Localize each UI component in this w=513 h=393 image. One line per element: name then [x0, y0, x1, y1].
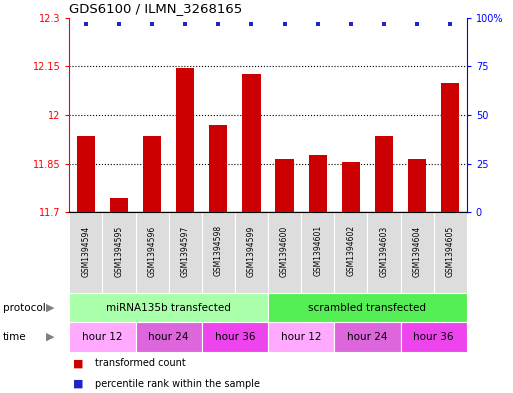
Text: ■: ■: [73, 358, 84, 368]
Text: ▶: ▶: [46, 303, 54, 312]
Text: ■: ■: [73, 379, 84, 389]
Text: hour 12: hour 12: [82, 332, 123, 342]
Bar: [110, 198, 128, 212]
Text: protocol: protocol: [3, 303, 45, 312]
Point: [380, 20, 388, 27]
Point: [214, 20, 223, 27]
Bar: [202, 212, 235, 293]
Text: GSM1394602: GSM1394602: [346, 225, 356, 276]
Text: hour 24: hour 24: [347, 332, 388, 342]
Bar: [135, 322, 202, 352]
Bar: [367, 212, 401, 293]
Point: [82, 20, 90, 27]
Bar: [301, 212, 334, 293]
Bar: [433, 212, 467, 293]
Text: GSM1394599: GSM1394599: [247, 225, 256, 277]
Bar: [334, 212, 367, 293]
Point: [181, 20, 189, 27]
Text: GSM1394596: GSM1394596: [148, 225, 156, 277]
Bar: [401, 212, 433, 293]
Text: GSM1394604: GSM1394604: [412, 225, 422, 277]
Text: ▶: ▶: [46, 332, 54, 342]
Text: GSM1394598: GSM1394598: [214, 225, 223, 276]
Point: [446, 20, 455, 27]
Point: [347, 20, 355, 27]
Bar: [69, 322, 135, 352]
Bar: [242, 74, 261, 212]
Bar: [235, 212, 268, 293]
Point: [413, 20, 421, 27]
Text: hour 36: hour 36: [413, 332, 454, 342]
Bar: [103, 212, 135, 293]
Text: GSM1394594: GSM1394594: [82, 225, 90, 277]
Text: hour 24: hour 24: [148, 332, 189, 342]
Bar: [209, 125, 227, 212]
Bar: [268, 322, 334, 352]
Bar: [69, 293, 268, 322]
Text: time: time: [3, 332, 26, 342]
Text: GDS6100 / ILMN_3268165: GDS6100 / ILMN_3268165: [69, 2, 243, 15]
Bar: [342, 162, 360, 212]
Bar: [401, 322, 467, 352]
Point: [281, 20, 289, 27]
Bar: [268, 212, 301, 293]
Bar: [334, 322, 401, 352]
Point: [148, 20, 156, 27]
Bar: [441, 83, 459, 212]
Bar: [135, 212, 169, 293]
Bar: [69, 212, 103, 293]
Text: transformed count: transformed count: [95, 358, 186, 368]
Text: hour 12: hour 12: [281, 332, 322, 342]
Bar: [375, 136, 393, 212]
Point: [247, 20, 255, 27]
Text: scrambled transfected: scrambled transfected: [308, 303, 426, 312]
Bar: [408, 159, 426, 212]
Text: GSM1394601: GSM1394601: [313, 225, 322, 276]
Text: percentile rank within the sample: percentile rank within the sample: [95, 379, 260, 389]
Bar: [309, 156, 327, 212]
Bar: [202, 322, 268, 352]
Text: GSM1394605: GSM1394605: [446, 225, 455, 277]
Text: GSM1394597: GSM1394597: [181, 225, 190, 277]
Text: GSM1394603: GSM1394603: [380, 225, 388, 277]
Text: miRNA135b transfected: miRNA135b transfected: [106, 303, 231, 312]
Point: [115, 20, 123, 27]
Text: hour 36: hour 36: [214, 332, 255, 342]
Bar: [176, 68, 194, 212]
Point: [313, 20, 322, 27]
Text: GSM1394595: GSM1394595: [114, 225, 124, 277]
Bar: [77, 136, 95, 212]
Bar: [268, 293, 467, 322]
Bar: [143, 136, 161, 212]
Text: GSM1394600: GSM1394600: [280, 225, 289, 277]
Bar: [275, 159, 294, 212]
Bar: [169, 212, 202, 293]
